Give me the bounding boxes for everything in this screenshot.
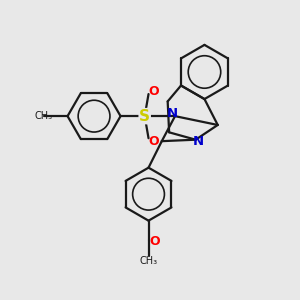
Text: S: S xyxy=(139,109,150,124)
Text: N: N xyxy=(167,107,178,120)
Text: N: N xyxy=(192,135,204,148)
Text: CH₃: CH₃ xyxy=(35,111,53,121)
Text: CH₃: CH₃ xyxy=(140,256,158,266)
Text: O: O xyxy=(149,235,160,248)
Text: O: O xyxy=(148,85,159,98)
Text: O: O xyxy=(148,135,159,148)
